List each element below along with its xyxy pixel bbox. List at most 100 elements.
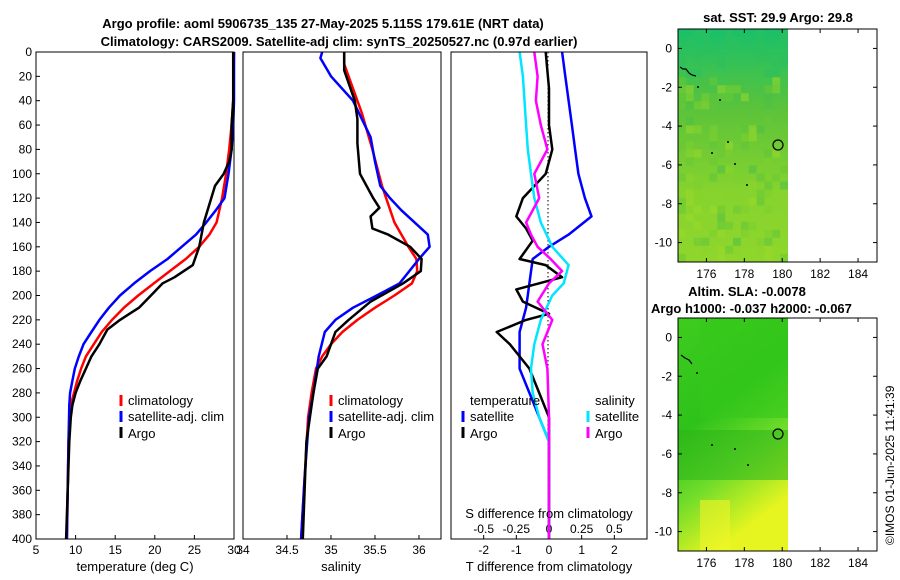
sst-pixel (764, 205, 773, 214)
sst-pixel (701, 93, 710, 102)
sst-pixel (709, 141, 718, 150)
sst-pixel (756, 53, 765, 62)
sst-pixel (780, 189, 789, 198)
y-tick-label: 80 (19, 142, 33, 156)
series-line-satellite-adj-clim (65, 52, 236, 540)
sst-pixel (764, 93, 773, 102)
sst-pixel (725, 93, 734, 102)
sst-pixel (756, 237, 765, 246)
sst-pixel (733, 205, 741, 214)
sla-argo-marker (772, 428, 784, 440)
map-y-tick-label: -8 (661, 197, 672, 211)
sst-pixel (780, 165, 789, 174)
series-line-argo (301, 52, 423, 540)
sst-pixel (764, 149, 773, 158)
legend-s-argo: Argo (595, 426, 622, 441)
x-tick-label: 2 (611, 543, 618, 557)
sst-pixel (717, 53, 726, 62)
sst-pixel (717, 141, 726, 150)
difference-axes-frame (450, 51, 648, 540)
y-tick-label: 320 (12, 435, 32, 449)
sst-pixel (709, 77, 718, 86)
sst-pixel (764, 69, 773, 78)
sst-pixel (733, 77, 741, 86)
sst-pixel (733, 37, 741, 46)
sst-pixel (701, 245, 710, 254)
sst-pixel (685, 197, 694, 206)
x-tick-label: 5 (33, 543, 40, 557)
map-y-tick-label: -6 (661, 158, 672, 172)
y-tick-label: 360 (12, 483, 32, 497)
sst-pixel (764, 85, 773, 94)
map-x-tick-label: 180 (772, 267, 792, 281)
x-tick-label: 35.5 (363, 543, 387, 557)
temperature-ticks-x: 5 10 15 20 25 30 (33, 535, 241, 557)
sst-pixel (678, 253, 686, 262)
map-x-tick-label: 182 (810, 267, 830, 281)
sst-pixel (764, 237, 773, 246)
sst-pixel (780, 53, 789, 62)
timestamp: ©IMOS 01-Jun-2025 11:41:39 (883, 385, 897, 545)
s-difference-xlabel: S difference from climatology (465, 506, 633, 521)
sst-pixel (733, 245, 741, 254)
legend-climatology: climatology (128, 393, 194, 408)
x-tick-label: 30 (227, 543, 241, 557)
sla-map: Altim. SLA: -0.0078 Argo h1000: -0.037 h… (651, 284, 878, 570)
salinity-axes-frame (242, 51, 442, 540)
map-y-tick-label: -6 (661, 447, 672, 461)
sst-pixel (733, 237, 741, 246)
sst-pixel (693, 221, 702, 230)
sst-pixel (685, 117, 694, 126)
sst-pixel (725, 245, 734, 254)
map-y-tick-label: -4 (661, 119, 672, 133)
legend-title-salinity: salinity (595, 393, 635, 408)
legend-argo: Argo (128, 426, 155, 441)
sst-pixel (725, 37, 734, 46)
sst-pixel (764, 181, 773, 190)
s-tick-label: 0.25 (570, 522, 594, 536)
sst-pixel (717, 61, 726, 70)
sst-pixel (693, 149, 702, 158)
sst-pixel (764, 189, 773, 198)
sst-pixel (709, 133, 718, 142)
sst-pixel (709, 101, 718, 110)
sst-pixel (693, 53, 702, 62)
sst-pixel (780, 133, 789, 142)
legend-t-satellite: satellite (470, 409, 514, 424)
sst-pixel (717, 229, 726, 238)
sst-pixel (725, 165, 734, 174)
sst-coastline (679, 66, 748, 186)
sst-pixel (733, 173, 741, 182)
sst-pixel (740, 213, 749, 222)
temperature-axes-frame (35, 51, 235, 540)
sst-pixel (678, 205, 686, 214)
sst-pixel (748, 221, 757, 230)
sst-pixel (678, 101, 686, 110)
series-line-satellite-adj-clim (299, 51, 431, 540)
map-y-tick-label: 0 (665, 41, 672, 55)
legend-t-argo: Argo (470, 426, 497, 441)
sst-pixel (780, 253, 789, 262)
map-x-tick-label: 176 (696, 267, 716, 281)
sst-pixel (748, 133, 757, 142)
sst-pixel (756, 189, 765, 198)
sst-pixel (733, 45, 741, 54)
legend-s-satellite: satellite (595, 409, 639, 424)
sst-pixel (678, 61, 686, 70)
y-tick-label: 120 (12, 191, 32, 205)
series-line-climatology (65, 51, 236, 540)
sst-pixel (772, 77, 781, 86)
sst-pixel (764, 157, 773, 166)
map-y-tick-label: -2 (661, 80, 672, 94)
sst-pixel (709, 173, 718, 182)
map-x-tick-label: 178 (734, 267, 754, 281)
sst-pixel (717, 205, 726, 214)
sst-pixel (733, 85, 741, 94)
sla-ticks: 176 178 180 182 184 0 -2 -4 -6 -8 -10 (655, 318, 877, 570)
sst-pixel (756, 125, 765, 134)
difference-lines (495, 51, 593, 539)
sst-pixel (678, 53, 686, 62)
sst-pixel (693, 125, 702, 134)
sst-pixel (685, 125, 694, 134)
